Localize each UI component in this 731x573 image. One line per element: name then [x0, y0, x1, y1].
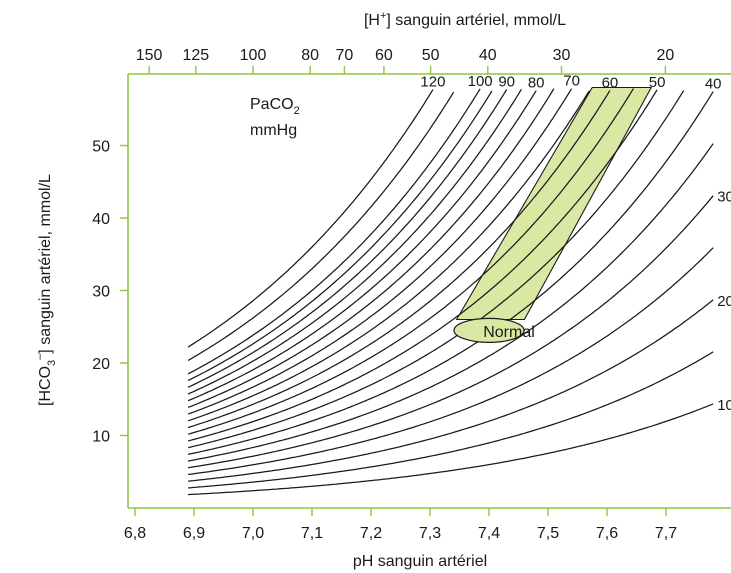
isobar-label: 100: [468, 73, 493, 90]
isobar-line: [187, 88, 481, 375]
top-tick-label: 40: [479, 47, 497, 64]
top-tick-label: 70: [335, 47, 353, 64]
x-tick-label: 7,7: [655, 525, 677, 542]
isobar-line: [188, 247, 714, 476]
isobar-label: 70: [563, 73, 580, 90]
y-tick-label: 20: [92, 356, 110, 373]
isobar-line: [187, 195, 714, 469]
y-tick-label: 10: [92, 429, 110, 446]
isobar-label: 80: [528, 75, 545, 92]
normal-label: Normal: [483, 324, 535, 341]
isobar-label: 60: [602, 75, 619, 92]
x-tick-label: 7,6: [596, 525, 618, 542]
isobar-label: 120: [420, 74, 445, 91]
x-tick-label: 6,9: [183, 525, 205, 542]
isobar-line: [187, 90, 611, 429]
isobar-label: 20: [717, 293, 731, 310]
x-axis-title: pH sanguin artériel: [353, 553, 487, 570]
isobar-label: 90: [498, 73, 515, 90]
isobar-line: [187, 90, 537, 402]
y-tick-label: 50: [92, 139, 110, 156]
isobar-line: [187, 88, 555, 408]
isobar-line: [188, 299, 714, 482]
labels: 10 20 30 40 50 60 70 80 90 100 120: [420, 73, 731, 414]
top-tick-label: 125: [182, 47, 209, 64]
isobar-line: [187, 89, 434, 348]
pco2-unit-mmhg: mmHg: [250, 122, 297, 139]
x-tick-label: 7,2: [360, 525, 382, 542]
isobar-line: [187, 91, 455, 362]
normal-ellipse: [453, 317, 525, 343]
y-tick-label: 30: [92, 284, 110, 301]
isobar-line: [187, 89, 658, 442]
isobar-curves: [187, 88, 714, 496]
y-tick-label: 40: [92, 211, 110, 228]
isobar-line: [187, 90, 493, 382]
top-tick-label: 20: [656, 47, 674, 64]
isobar-line: [187, 88, 635, 435]
x-tick-label: 7,3: [419, 525, 441, 542]
top-tick-label: 60: [375, 47, 393, 64]
isobar-line: [187, 88, 573, 415]
x-tick-label: 7,4: [478, 525, 500, 542]
y-axis-title: [HCO3–] sanguin artériel, mmol/L: [34, 174, 58, 406]
x-tick-label: 7,0: [242, 525, 264, 542]
isobar-label: 10: [717, 397, 731, 414]
isobar-line: [187, 90, 685, 449]
top-tick-label: 50: [422, 47, 440, 64]
top-axis-title: [H+] sanguin artériel, mmol/L: [364, 10, 566, 29]
isobar-label: 50: [649, 74, 666, 91]
x-tick-label: 7,1: [301, 525, 323, 542]
isobar-line: [187, 90, 590, 422]
isobar-label: 30: [717, 189, 731, 206]
top-tick-label: 150: [136, 47, 163, 64]
isobar-line: [187, 89, 508, 388]
isobar-line: [188, 403, 714, 496]
pco2-unit-label: PaCO2: [250, 96, 300, 117]
isobar-line: [187, 143, 714, 462]
isobar-label: 40: [705, 76, 722, 93]
top-tick-label: 100: [240, 47, 267, 64]
axes: 6,8 6,9 7,0 7,1 7,2 7,3 7,4 7,5 7,6 7,7 10 20 30 40 50…: [92, 47, 731, 542]
isobar-line: [188, 351, 714, 489]
x-tick-label: 7,5: [537, 525, 559, 542]
isobar-line: [187, 91, 714, 456]
top-tick-label: 80: [301, 47, 319, 64]
isobar-line: [187, 88, 522, 395]
top-tick-label: 30: [553, 47, 571, 64]
x-tick-label: 6,8: [124, 525, 146, 542]
